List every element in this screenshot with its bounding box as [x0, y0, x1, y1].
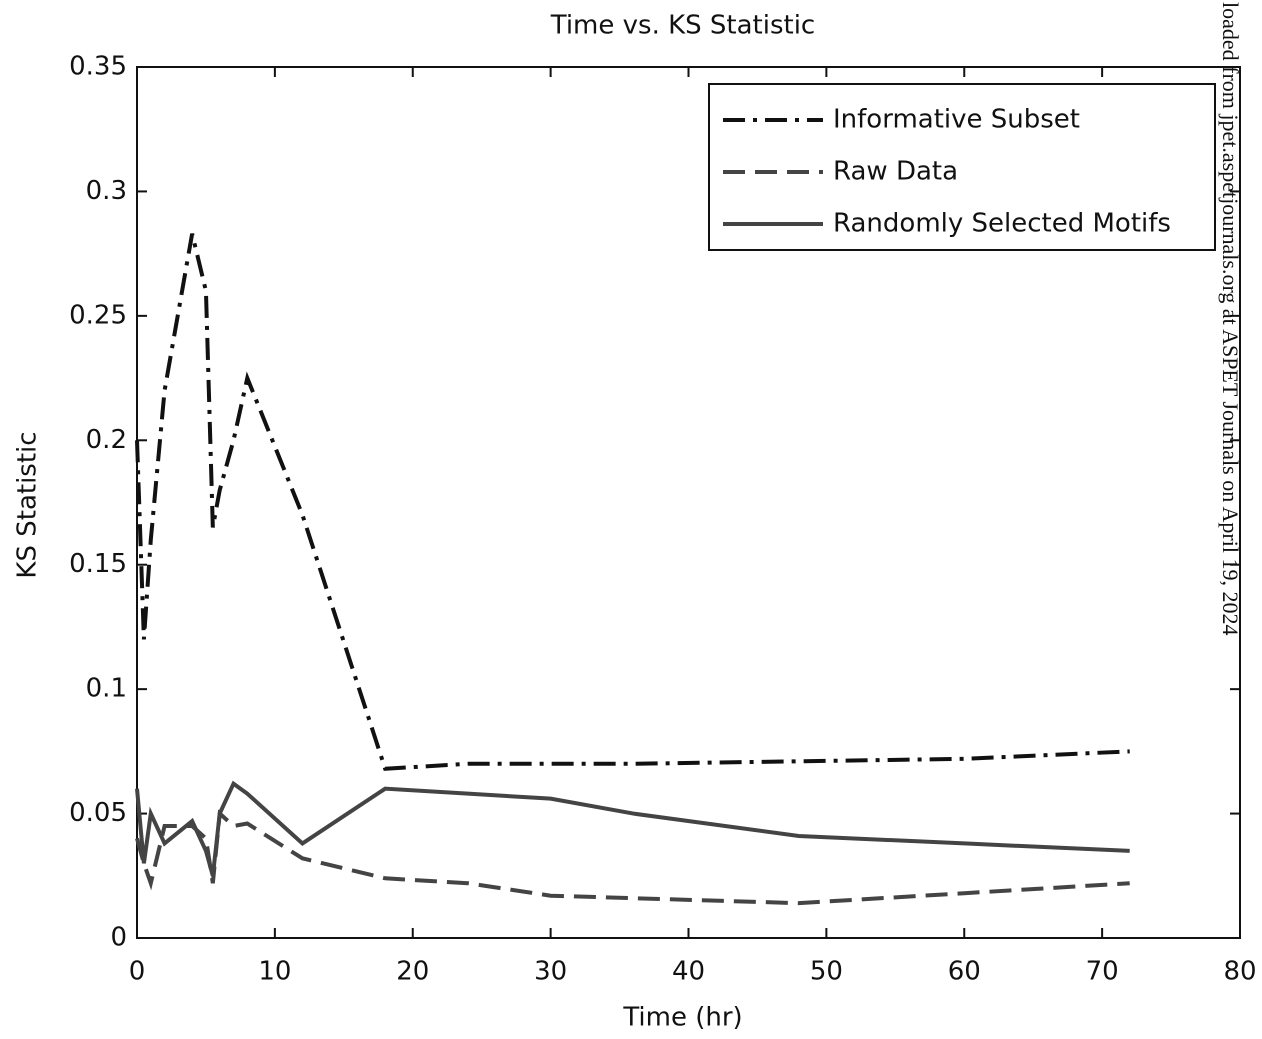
series-line — [135, 809, 1130, 906]
y-tick-label: 0.2 — [86, 425, 127, 455]
y-tick-label: 0.3 — [86, 176, 127, 206]
series-line — [135, 233, 1130, 771]
legend-label: Informative Subset — [833, 105, 1080, 135]
y-tick-label: 0.25 — [69, 300, 127, 330]
watermark: loaded from jpet.aspetjournals.org at AS… — [1218, 2, 1243, 635]
y-tick-label: 0 — [110, 923, 127, 953]
x-tick-label: 50 — [810, 957, 843, 987]
x-tick-label: 70 — [1086, 957, 1119, 987]
y-tick-label: 0.35 — [69, 52, 127, 82]
x-tick-label: 10 — [258, 957, 291, 987]
legend-label: Raw Data — [833, 157, 958, 187]
x-tick-label: 60 — [948, 957, 981, 987]
y-tick-label: 0.05 — [69, 798, 127, 828]
legend-label: Randomly Selected Motifs — [833, 209, 1171, 239]
y-axis-label: KS Statistic — [13, 431, 43, 578]
x-tick-label: 30 — [534, 957, 567, 987]
x-axis-label: Time (hr) — [622, 1003, 742, 1033]
x-tick-label: 0 — [129, 957, 146, 987]
x-tick-label: 80 — [1223, 957, 1256, 987]
y-tick-label: 0.15 — [69, 549, 127, 579]
x-tick-label: 40 — [672, 957, 705, 987]
series-line — [135, 780, 1130, 877]
chart-title: Time vs. KS Statistic — [550, 11, 815, 41]
x-tick-label: 20 — [396, 957, 429, 987]
y-tick-label: 0.1 — [86, 674, 127, 704]
